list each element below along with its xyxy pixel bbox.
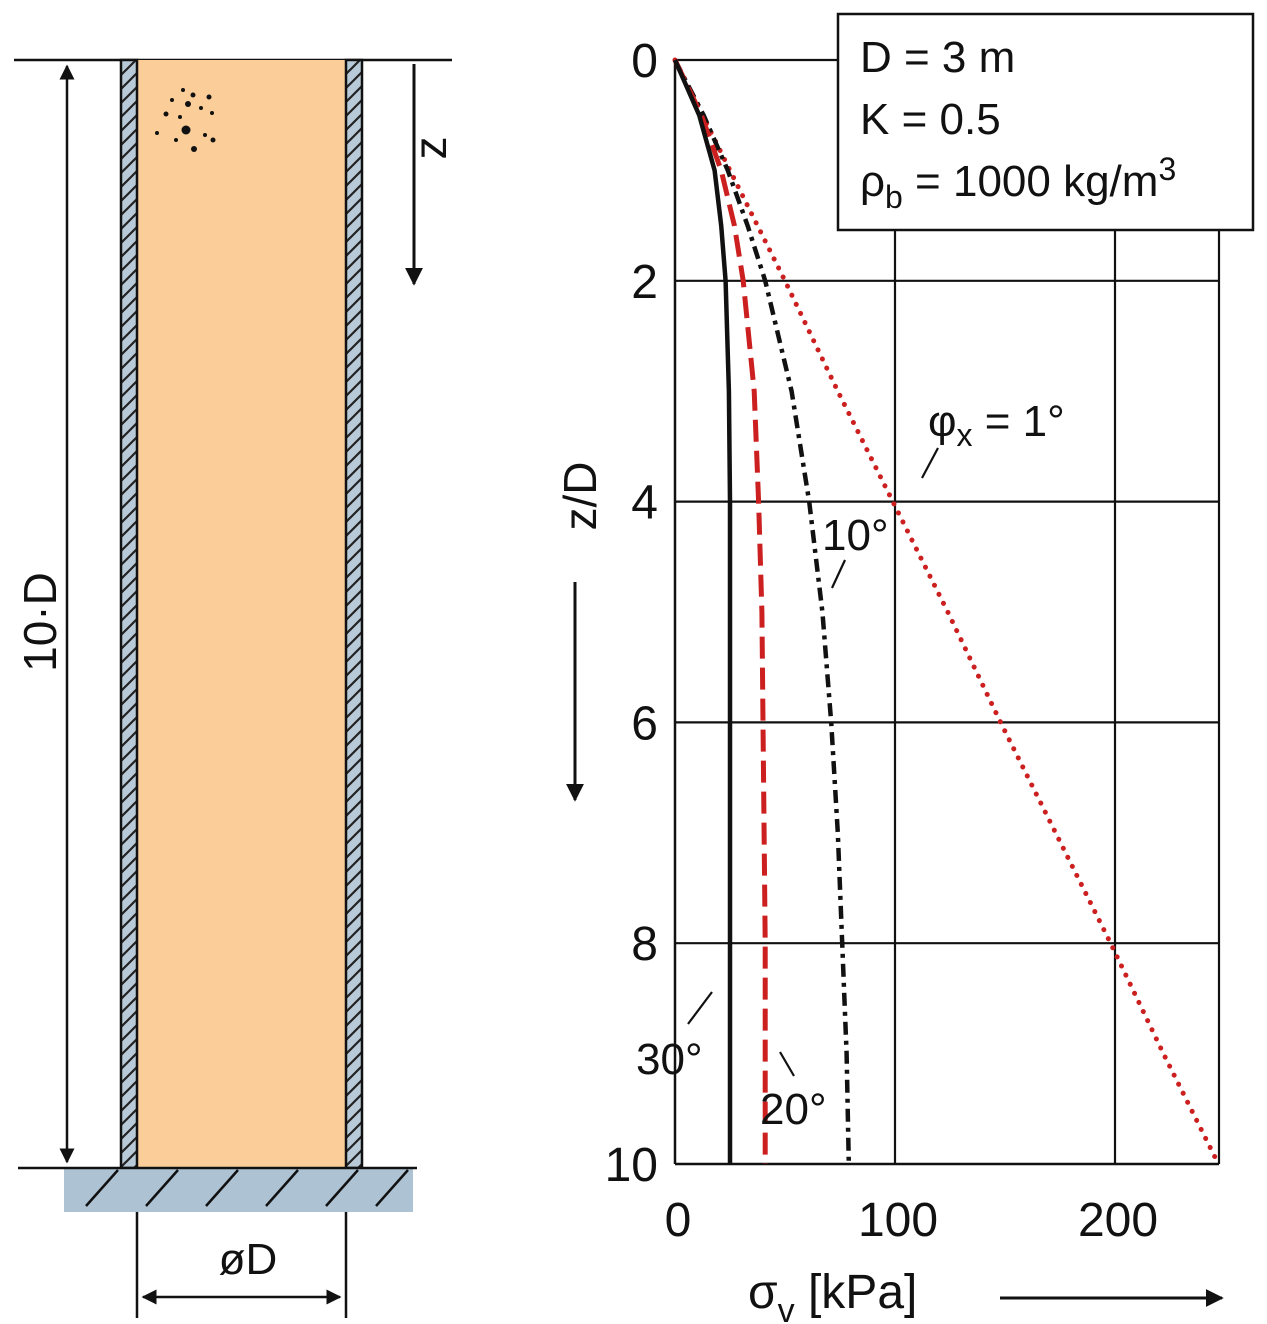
y-tick-label-10: 10 — [605, 1139, 658, 1192]
parameters-box: D = 3 m K = 0.5 ρb = 1000 kg/m3 — [836, 12, 1255, 232]
series-label-1deg-main: φ — [928, 397, 957, 446]
series-line-20 — [672, 58, 768, 1164]
y-tick-label-2: 2 — [631, 256, 658, 309]
y-tick-label-4: 4 — [631, 477, 658, 530]
x-tick-label-0: 0 — [665, 1194, 692, 1247]
series-label-1deg-rest: = 1° — [973, 397, 1065, 446]
y-tick-label-8: 8 — [631, 918, 658, 971]
param-density-value: = 1000 kg/m — [903, 157, 1159, 206]
series-label-10deg: 10° — [822, 511, 889, 560]
curve-labels: φx = 1° 10° 20° 30° — [636, 397, 1065, 1134]
param-k: K = 0.5 — [860, 95, 1001, 144]
label-leader-1deg — [921, 447, 939, 479]
chart-series — [672, 57, 1221, 1167]
granular-material-icon — [155, 88, 216, 152]
silo-bulk-fill — [137, 60, 346, 1168]
x-axis-label-sub: v — [778, 1292, 795, 1324]
x-tick-label-200: 200 — [1078, 1194, 1158, 1247]
y-tick-label-0: 0 — [631, 35, 658, 88]
y-axis-label: z/D — [554, 462, 606, 531]
series-label-20deg: 20° — [760, 1085, 827, 1134]
series-label-1deg-sub: x — [957, 417, 973, 453]
silo-wall-right — [344, 58, 364, 1170]
silo-wall-left — [119, 58, 139, 1170]
series-label-30deg: 30° — [636, 1035, 703, 1084]
chart-grid — [675, 58, 1221, 1164]
parameters-box-frame — [836, 12, 1255, 232]
x-axis-label-main: σ — [748, 1266, 778, 1319]
x-tick-label-100: 100 — [858, 1194, 938, 1247]
series-line--x-1 — [672, 57, 1221, 1167]
ground-base — [64, 1168, 413, 1212]
label-leader-30deg — [687, 991, 713, 1025]
label-leader-20deg — [779, 1051, 795, 1077]
param-density-sup: 3 — [1158, 151, 1176, 187]
silo-schematic: 10·D øD z — [14, 58, 456, 1318]
depth-axis-label: z — [404, 137, 456, 160]
x-axis-label: σv [kPa] — [748, 1266, 917, 1324]
y-tick-label-6: 6 — [631, 697, 658, 750]
series-label-1deg: φx = 1° — [928, 397, 1065, 453]
param-density-symbol: ρ — [860, 157, 885, 206]
ground-hatch — [85, 1169, 409, 1207]
label-leader-10deg — [831, 559, 846, 589]
diameter-dimension-label: øD — [219, 1235, 278, 1284]
series-line-10 — [673, 58, 852, 1165]
series-line-30 — [672, 59, 733, 1164]
param-density-sub: b — [885, 179, 903, 215]
param-density: ρb = 1000 kg/m3 — [860, 151, 1176, 215]
x-axis-label-unit: [kPa] — [795, 1266, 918, 1319]
param-diameter: D = 3 m — [860, 33, 1015, 82]
height-dimension-label: 10·D — [14, 572, 66, 672]
